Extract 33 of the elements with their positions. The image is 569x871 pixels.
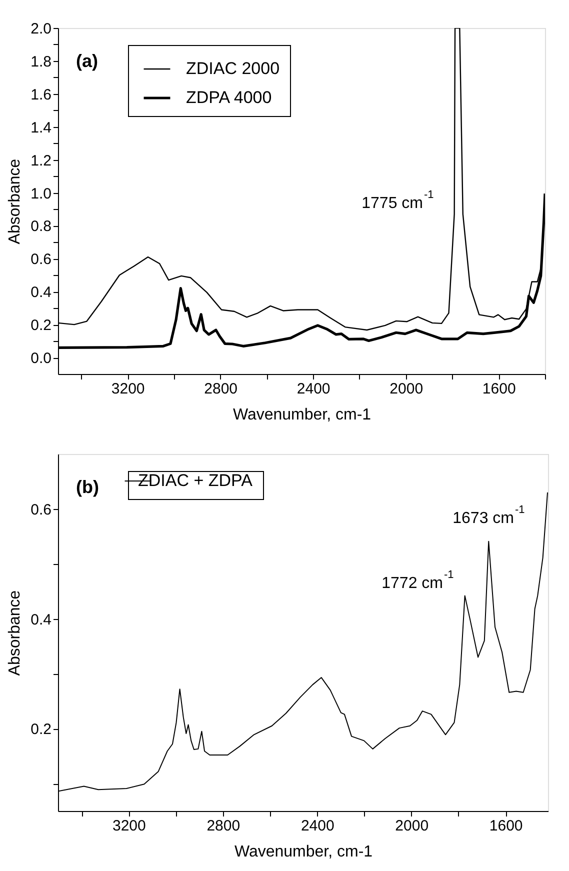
annotation: (a) xyxy=(76,51,98,71)
y-tick-label: 0.2 xyxy=(30,317,52,334)
y-tick-label: 0.8 xyxy=(30,218,52,236)
x-axis-title: Wavenumber, cm-1 xyxy=(232,406,372,424)
x-tick-label: 2800 xyxy=(206,818,240,834)
text: ZDIAC + ZDPA xyxy=(138,471,254,490)
y-tick-label: 0.2 xyxy=(30,721,52,738)
y-tick-label: 1.8 xyxy=(30,53,52,70)
x-tick-label: 1600 xyxy=(489,818,523,834)
legend-label: ZDPA 4000 xyxy=(186,88,272,107)
x-tick-label: 2400 xyxy=(296,380,330,398)
x-tick-label: 2800 xyxy=(204,380,238,398)
x-tick-label: 3200 xyxy=(112,818,146,834)
y-tick-label: 1.0 xyxy=(30,185,52,202)
y-tick-label: 0.0 xyxy=(30,350,52,368)
x-axis-title: Wavenumber, cm-1 xyxy=(234,844,373,860)
y-tick-label: 0.4 xyxy=(30,284,52,302)
annotation: (b) xyxy=(76,477,99,497)
y-tick-label: 0.4 xyxy=(30,611,52,628)
y-tick-label: 1.6 xyxy=(30,86,52,104)
x-tick-label: 2000 xyxy=(390,380,424,398)
y-tick-label: 0.6 xyxy=(30,501,52,518)
y-tick-label: 1.4 xyxy=(30,119,52,136)
legend-label: ZDIAC 2000 xyxy=(186,59,280,78)
y-axis-title: Absorbance xyxy=(6,158,24,244)
x-tick-label: 1600 xyxy=(482,380,516,398)
x-tick-label: 2000 xyxy=(395,818,429,834)
x-tick-label: 2400 xyxy=(300,818,334,834)
x-tick-label: 3200 xyxy=(111,380,145,398)
y-tick-label: 2.0 xyxy=(30,20,52,38)
y-axis-title: Absorbance xyxy=(6,590,24,676)
y-tick-label: 0.6 xyxy=(30,251,52,268)
y-tick-label: 1.2 xyxy=(30,152,52,170)
